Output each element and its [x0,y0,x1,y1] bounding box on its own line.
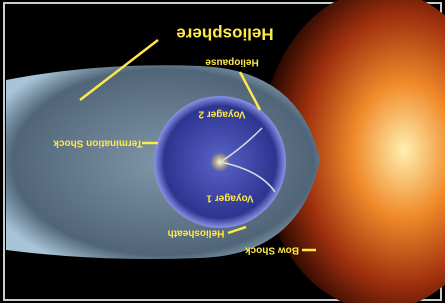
label: Heliosphere [176,25,273,44]
label: Voyager 2 [198,108,245,119]
label: Voyager 1 [206,192,253,203]
label: Heliopause [205,56,259,67]
label: Bow Shock [245,244,299,255]
page: Heliosphere Heliopause Voyager 2 Terminatio… [0,0,445,303]
label: Termination Shock [53,137,143,148]
heliosphere-image: Heliosphere Heliopause Voyager 2 Terminatio… [0,0,445,303]
label: Heliosheath [168,227,225,238]
